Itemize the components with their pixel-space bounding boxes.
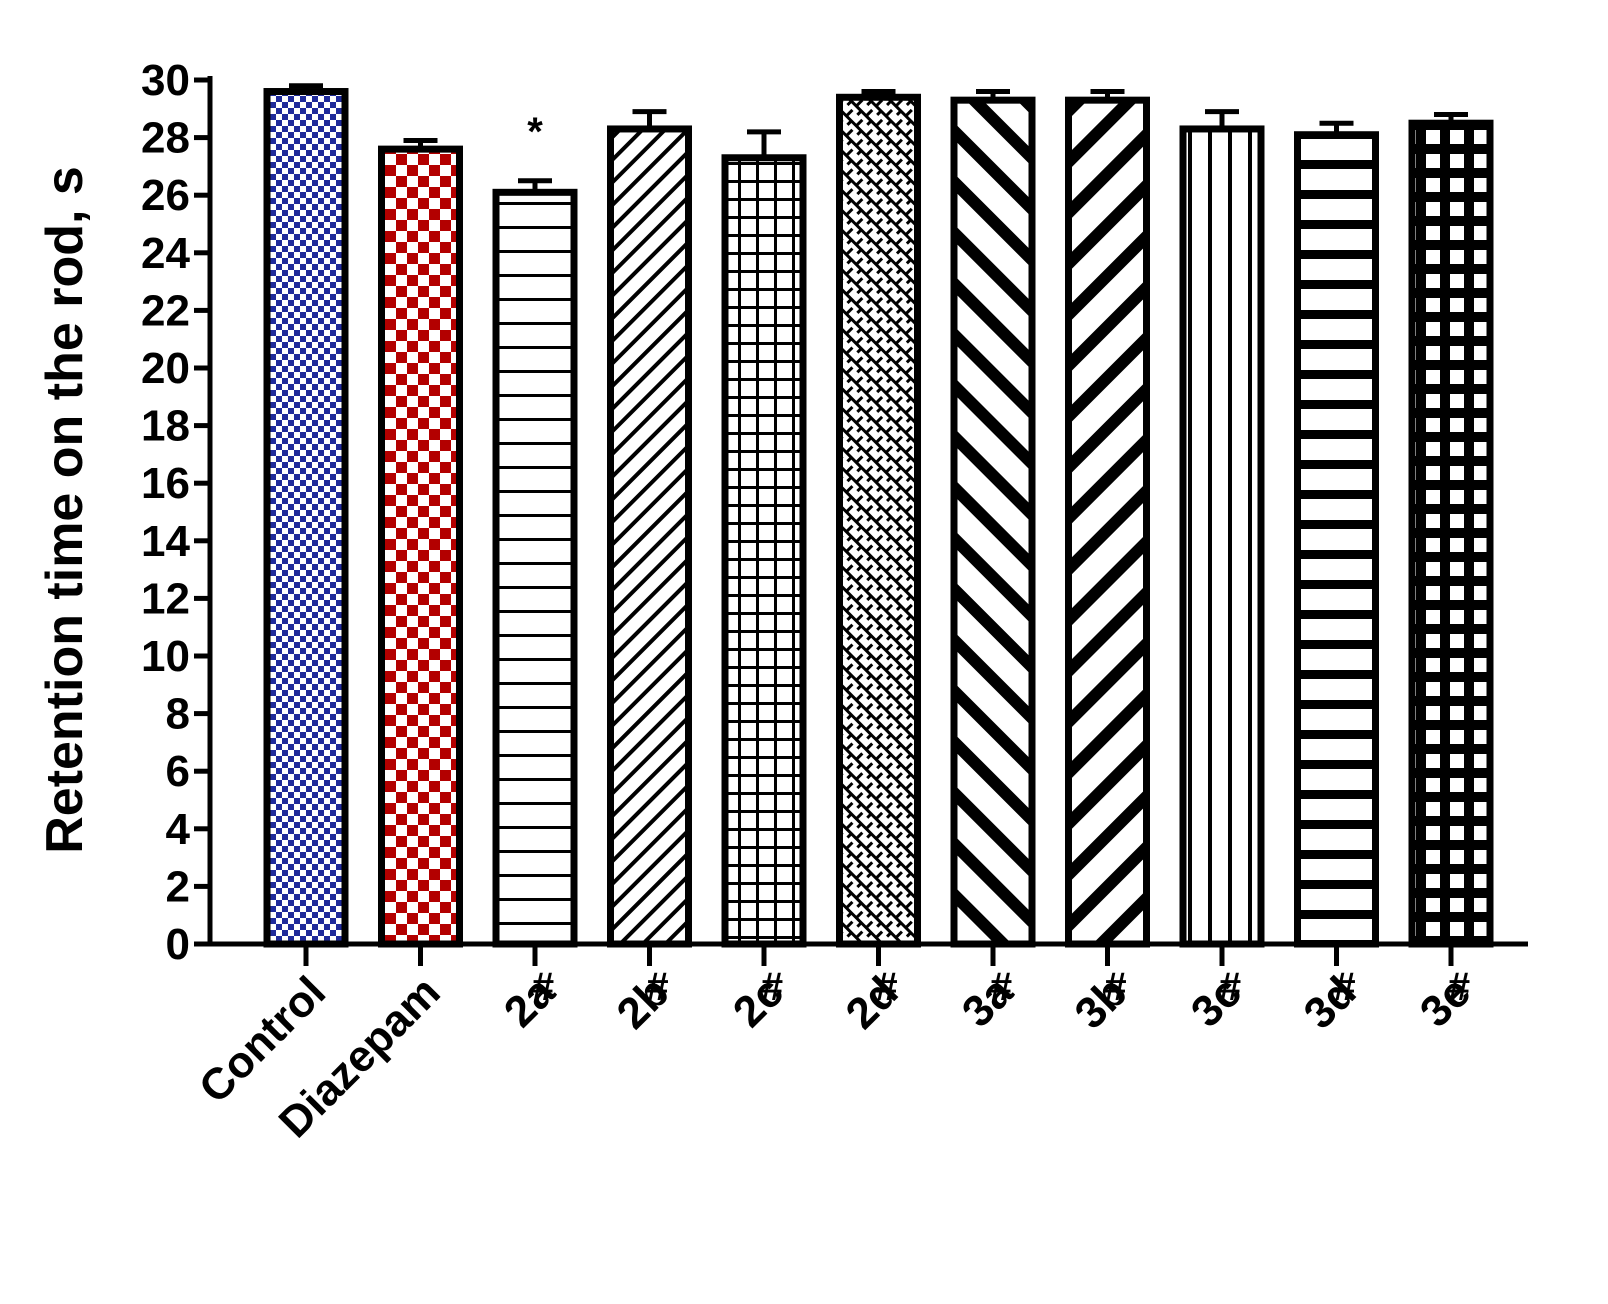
bar-3b xyxy=(1065,96,1150,948)
x-ticks xyxy=(303,944,1454,966)
significance-mark-3a: # xyxy=(990,965,1012,1009)
bar-control xyxy=(263,88,349,948)
annotations: # # # # # # # # # * xyxy=(527,110,1470,1009)
bar-2c xyxy=(721,154,807,948)
y-tick-label: 6 xyxy=(166,747,190,796)
y-tick-label: 26 xyxy=(141,171,190,220)
significance-mark-3b: # xyxy=(1104,965,1126,1009)
y-tick-label: 18 xyxy=(141,402,190,451)
y-tick-label: 24 xyxy=(141,229,190,278)
significance-mark-2c: # xyxy=(761,965,783,1009)
bar-2b xyxy=(607,125,692,948)
y-tick-label: 4 xyxy=(166,805,191,854)
annotation-star: * xyxy=(527,110,543,154)
significance-mark-2a: # xyxy=(532,965,554,1009)
bar-diazepam xyxy=(378,145,463,948)
y-tick-label: 10 xyxy=(141,632,190,681)
y-tick-label: 28 xyxy=(141,114,190,163)
significance-mark-2b: # xyxy=(646,965,668,1009)
y-tick-label: 22 xyxy=(141,286,190,335)
y-tick-label: 16 xyxy=(141,459,190,508)
y-tick-label: 30 xyxy=(141,56,190,105)
bar-3d xyxy=(1294,131,1379,948)
bar-2a xyxy=(492,188,578,948)
significance-mark-3d: # xyxy=(1333,965,1355,1009)
y-tick-label: 12 xyxy=(141,574,190,623)
error-bars xyxy=(289,83,1468,193)
y-tick-label: 8 xyxy=(166,690,190,739)
significance-mark-2d: # xyxy=(875,965,897,1009)
bar-3c xyxy=(1179,125,1265,948)
y-tick-label: 20 xyxy=(141,344,190,393)
significance-mark-3c: # xyxy=(1219,965,1241,1009)
y-axis-label: Retention time on the rod, s xyxy=(36,166,94,854)
bar-3e xyxy=(1408,119,1494,948)
y-tick-label: 2 xyxy=(166,862,190,911)
y-tick-label: 0 xyxy=(166,920,190,969)
significance-mark-3e: # xyxy=(1448,965,1470,1009)
y-tick-label: 14 xyxy=(141,517,190,566)
bar-2d xyxy=(836,93,921,948)
bar-3a xyxy=(950,96,1036,948)
bars xyxy=(263,88,1494,948)
